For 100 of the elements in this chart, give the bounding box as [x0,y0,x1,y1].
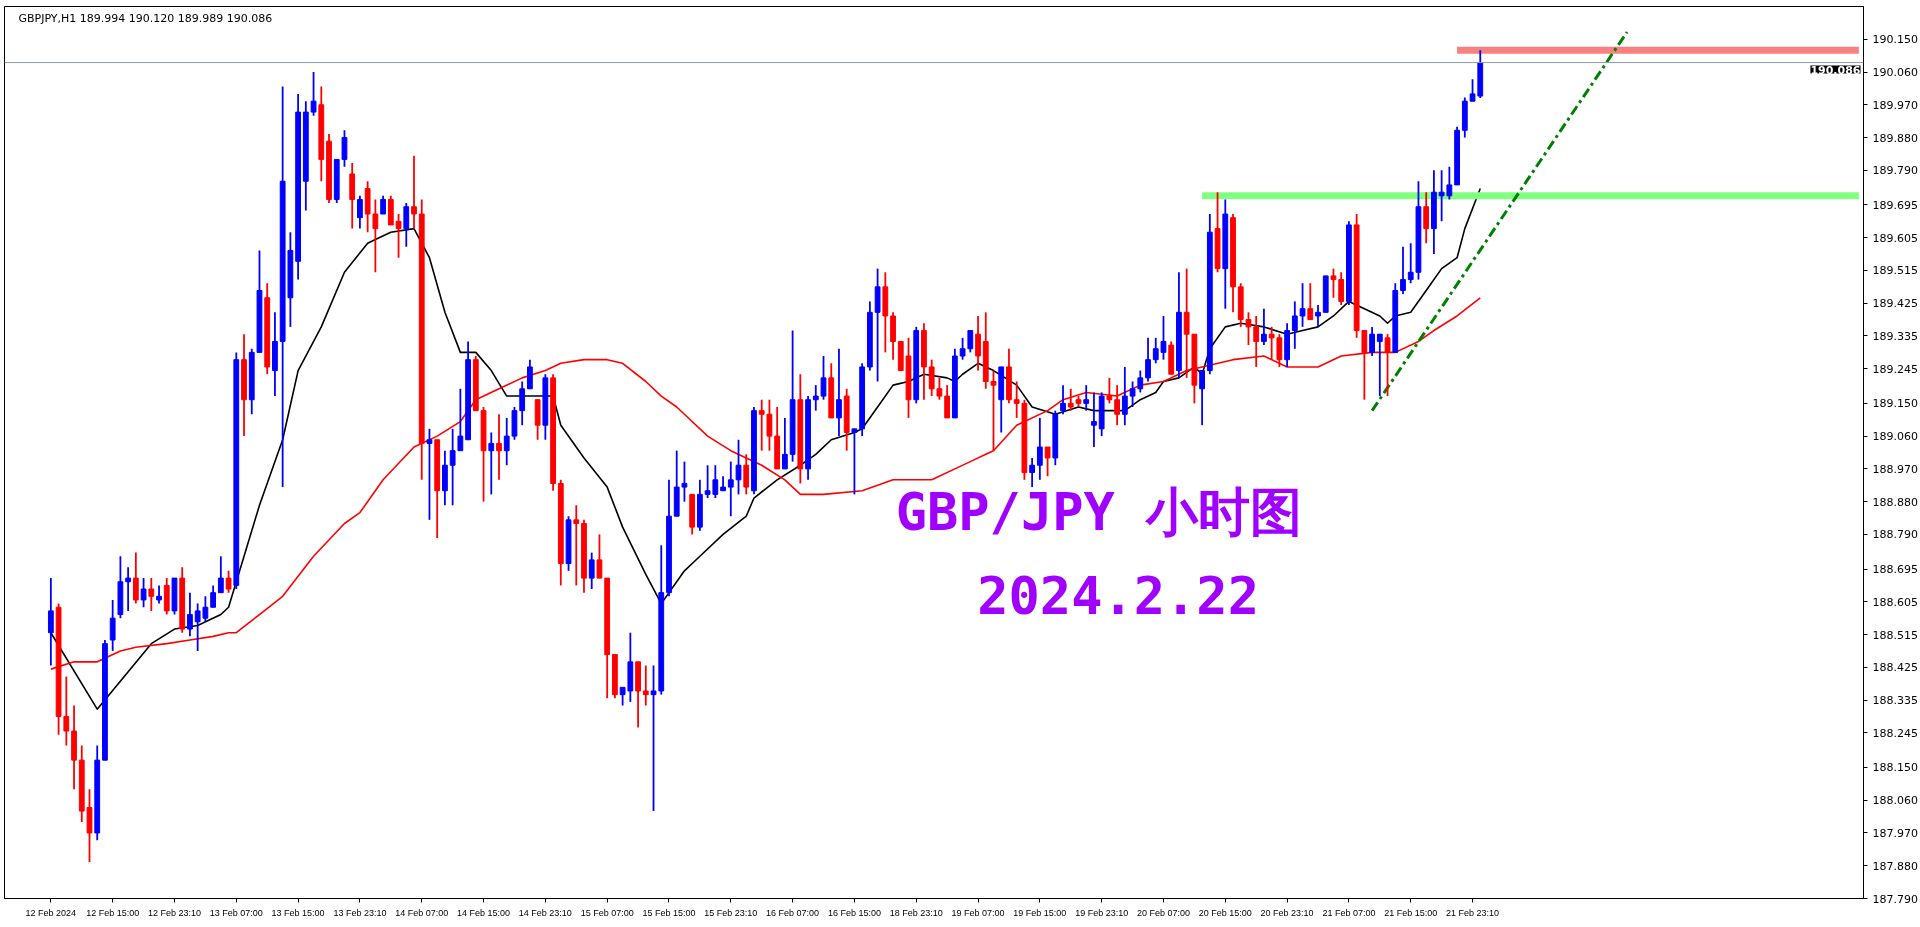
candlestick [488,431,495,496]
candlestick [1067,387,1074,412]
ref-line-label: 190.086 [1810,63,1861,77]
y-tick-label: 188.245 [1872,726,1918,740]
candlestick [1129,380,1136,408]
candlestick [1299,282,1306,328]
candlestick [967,329,974,354]
candlestick [225,569,232,594]
candlestick [1400,245,1406,296]
x-tick-label: 13 Feb 23:10 [333,907,387,918]
candlestick [573,504,580,587]
x-tick-label: 14 Feb 23:10 [518,907,572,918]
candlestick [310,71,317,117]
candlestick [125,566,132,612]
candlestick [395,213,402,259]
y-tick-label: 189.970 [1872,98,1918,112]
annotation: 2024.2.22 [977,565,1259,626]
candlestick [836,347,842,438]
x-tick-label: 15 Feb 15:00 [642,907,696,918]
y-tick-label: 187.880 [1872,859,1918,873]
candlestick [1384,333,1391,397]
candlestick [156,584,162,605]
y-tick-label: 188.425 [1872,661,1918,675]
candlestick [411,154,417,230]
y-tick-label: 189.425 [1872,297,1918,311]
candlestick [1036,417,1043,481]
x-tick-label: 21 Feb 15:00 [1384,907,1438,918]
x-tick-label: 20 Feb 23:10 [1260,907,1314,918]
x-tick-label: 20 Feb 07:00 [1136,907,1190,918]
y-tick-label: 188.150 [1872,761,1918,775]
annotation: GBP/JPY 小时图 [895,482,1303,543]
candlestick [596,533,603,580]
candlestick [217,555,224,594]
candlestick [743,453,750,496]
y-tick-label: 188.695 [1872,563,1918,577]
candlestick [975,315,981,372]
candlestick [1245,311,1252,346]
y-tick-label: 189.695 [1872,198,1918,212]
y-tick-label: 189.515 [1872,264,1918,278]
candlestick [781,417,788,470]
x-tick-label: 12 Feb 2024 [25,907,77,918]
candlestick [109,599,116,652]
candlestick [1315,304,1321,328]
candlestick [210,584,217,609]
candlestick [820,355,827,401]
x-tick-label: 14 Feb 15:00 [457,907,511,918]
y-tick-label: 188.970 [1872,462,1918,476]
x-tick-label: 19 Feb 23:10 [1075,907,1129,918]
candlestick [928,358,935,397]
candlestick [503,417,510,467]
x-tick-label: 21 Feb 07:00 [1322,907,1376,918]
candlestick [1121,366,1128,427]
candlestick [140,577,147,609]
x-tick-label: 12 Feb 23:10 [147,907,202,918]
x-tick-label: 16 Feb 15:00 [827,907,881,918]
candlestick [1253,315,1260,368]
y-tick-label: 187.790 [1872,892,1918,906]
candlestick [357,194,363,230]
candlestick [1199,369,1206,427]
y-tick-label: 188.880 [1872,495,1918,509]
x-tick-label: 19 Feb 15:00 [1013,907,1067,918]
candlestick [1137,369,1144,394]
candlestick [650,664,657,813]
candlestick [519,380,526,427]
candlestick [1307,282,1314,321]
candlestick [1091,391,1097,448]
candlestick [527,358,533,390]
y-tick-label: 189.335 [1872,329,1918,343]
y-tick-label: 189.245 [1872,362,1918,376]
candlestick [1060,384,1066,416]
candlestick [132,551,139,605]
y-tick-label: 188.335 [1872,694,1918,708]
candlestick [1291,300,1298,350]
candlestick [1145,336,1151,383]
candlestick [1407,242,1414,285]
candlestick [851,427,858,496]
y-tick-label: 189.605 [1872,231,1918,245]
candlestick [1423,191,1430,245]
candlestick [148,577,155,612]
x-tick-label: 14 Feb 07:00 [395,907,449,918]
candlestick [642,664,649,707]
candlestick [1114,384,1121,427]
text: GBPJPY,H1 189.994 190.120 189.989 190.086 [18,11,273,25]
candlestick [959,336,966,361]
candlestick [496,413,502,481]
x-tick-label: 15 Feb 07:00 [580,907,634,918]
x-tick-label: 13 Feb 07:00 [209,907,263,918]
y-tick-label: 190.150 [1872,33,1918,47]
y-tick-label: 189.790 [1872,164,1918,178]
candlestick [944,384,951,419]
y-tick-label: 190.060 [1872,66,1918,80]
candlestick [1268,325,1275,361]
y-tick-label: 189.880 [1872,131,1918,145]
y-tick-label: 188.515 [1872,628,1918,642]
candlestick [426,427,433,521]
x-tick-label: 12 Feb 15:00 [86,907,140,918]
candlestick [1369,325,1375,357]
candlestick [47,577,54,667]
x-tick-label: 18 Feb 23:10 [889,907,943,918]
y-tick-label: 189.150 [1872,397,1918,411]
